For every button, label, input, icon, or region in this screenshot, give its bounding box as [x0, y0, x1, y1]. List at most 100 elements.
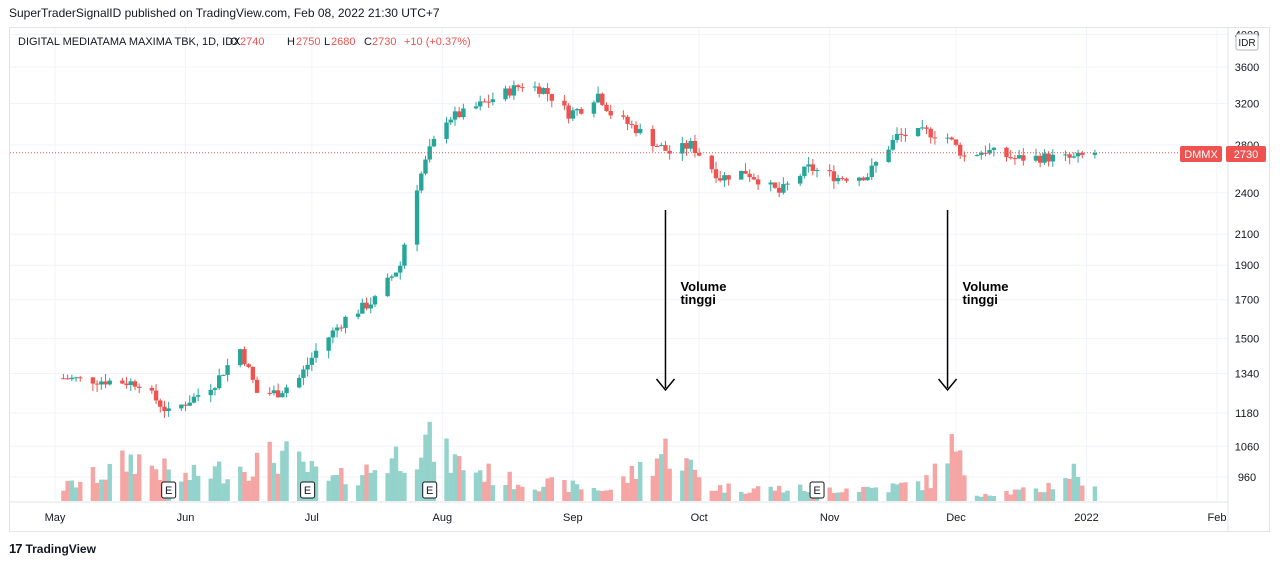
candle-body	[187, 402, 192, 406]
candle-body	[541, 88, 546, 94]
candle-body	[890, 140, 896, 150]
candle-body	[1037, 155, 1043, 163]
volume-bar	[103, 479, 108, 501]
earnings-marker	[300, 481, 316, 499]
candle-body	[684, 143, 689, 149]
candle-body	[621, 115, 626, 117]
candle-body	[69, 377, 75, 380]
y-tick-label: 2100	[1235, 229, 1259, 241]
volume-bar	[296, 451, 302, 501]
candle-body	[503, 88, 508, 100]
candle-body	[94, 383, 100, 385]
volume-bar	[532, 489, 538, 501]
volume-bar	[1092, 486, 1098, 501]
candle-body	[1092, 152, 1098, 155]
y-tick-label: 1180	[1235, 408, 1259, 420]
candle-body	[713, 169, 719, 179]
candle-body	[751, 177, 757, 180]
legend-l-label: L	[324, 36, 330, 48]
legend: DIGITAL MEDIATAMA MAXIMA TBK, 1D, IDX O …	[18, 36, 471, 48]
candle-body	[1080, 152, 1085, 155]
volume-bar	[482, 481, 487, 501]
volume-bar	[1008, 494, 1013, 501]
candle-body	[802, 166, 807, 177]
volume-bar	[604, 490, 609, 501]
volume-bar	[663, 438, 668, 501]
candle-body	[869, 165, 874, 178]
candle-body	[654, 145, 660, 147]
last-price-tag: DMMX 2730	[1180, 146, 1266, 162]
candle-body	[899, 133, 904, 135]
volume-bar	[709, 490, 714, 501]
candle-body	[61, 378, 66, 380]
volume-bar	[856, 491, 862, 501]
candle-body	[932, 137, 938, 139]
candle-body	[659, 145, 664, 147]
legend-l: 2680	[331, 36, 355, 48]
candle-body	[755, 179, 761, 185]
currency-badge[interactable]: IDR	[1235, 33, 1259, 51]
volume-bar	[360, 475, 365, 501]
candle-body	[456, 111, 462, 118]
candle-body	[739, 170, 744, 180]
candle-body	[629, 123, 634, 125]
volume-bar	[280, 450, 285, 501]
candle-body	[579, 109, 584, 114]
volume-bar	[869, 487, 874, 501]
earnings-label: E	[426, 485, 433, 497]
candles	[61, 80, 1098, 418]
volume-bar	[692, 469, 698, 501]
annotation-arrow-head	[937, 378, 958, 392]
volume-bar	[625, 482, 630, 501]
volume-bar	[73, 487, 79, 501]
candle-body	[360, 302, 365, 314]
candle-body	[781, 184, 786, 193]
earnings-marker	[161, 481, 177, 499]
volume-bar	[238, 466, 243, 501]
candle-body	[334, 327, 340, 331]
x-tick-label: Dec	[946, 512, 966, 524]
volume-bar	[448, 472, 453, 501]
volume-bar	[1063, 477, 1068, 501]
candle-body	[280, 393, 285, 398]
candle-body	[183, 404, 188, 406]
candle-body	[271, 390, 277, 394]
candle-body	[957, 144, 963, 156]
candle-body	[962, 155, 967, 157]
candle-body	[402, 244, 407, 266]
candle-body	[216, 375, 222, 389]
candle-body	[865, 177, 870, 181]
candle-body	[511, 85, 517, 96]
x-tick-label: Feb	[1208, 512, 1227, 524]
candle-body	[246, 364, 251, 367]
candle-body	[709, 155, 714, 170]
candle-body	[844, 178, 849, 181]
volume-bar	[1071, 463, 1077, 501]
candle-body	[562, 100, 567, 106]
candle-body	[688, 140, 693, 149]
candle-body	[427, 146, 432, 160]
volume-bar	[835, 492, 841, 501]
volume-bar	[444, 438, 449, 501]
volume-bar	[806, 492, 811, 501]
y-tick-label: 1340	[1235, 369, 1259, 381]
volume-bar	[781, 492, 786, 501]
candle-body	[604, 104, 609, 112]
earnings-label: E	[165, 485, 172, 497]
volume-bar	[840, 492, 845, 501]
candle-body	[149, 387, 155, 391]
candle-body	[835, 177, 841, 182]
candle-body	[625, 116, 630, 124]
candle-body	[305, 364, 310, 370]
volume-bar	[574, 484, 580, 501]
volume-bar	[284, 441, 289, 501]
volume-bar	[844, 488, 849, 501]
y-tick-label: 960	[1238, 472, 1256, 484]
volume-bar	[549, 477, 554, 501]
volume-bar	[309, 461, 315, 501]
volume-bar	[915, 481, 921, 501]
candle-body	[212, 388, 218, 390]
candle-body	[1021, 155, 1026, 161]
footer-brand[interactable]: 17 TradingView	[9, 541, 96, 556]
